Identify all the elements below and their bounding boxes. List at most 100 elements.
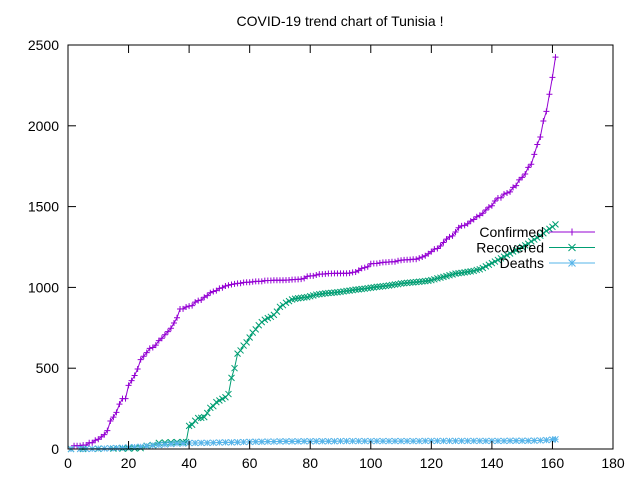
data-point-deaths <box>524 437 532 445</box>
data-point-confirmed <box>174 314 180 321</box>
legend-marker-confirmed <box>568 228 576 236</box>
data-point-confirmed <box>167 325 174 332</box>
data-point-deaths <box>234 438 241 446</box>
data-point-deaths <box>397 437 405 445</box>
data-point-deaths <box>137 443 145 451</box>
data-point-deaths <box>464 437 472 445</box>
data-point-recovered <box>188 421 196 429</box>
data-point-deaths <box>373 437 381 445</box>
data-point-deaths <box>119 444 126 452</box>
data-point-recovered <box>225 390 232 398</box>
data-point-confirmed <box>443 236 450 243</box>
data-point-confirmed <box>95 436 102 443</box>
data-point-confirmed <box>258 278 265 285</box>
data-point-confirmed <box>298 276 305 283</box>
data-point-recovered <box>209 402 217 410</box>
data-point-confirmed <box>361 264 368 271</box>
data-point-confirmed <box>446 233 453 240</box>
data-point-deaths <box>258 438 266 446</box>
legend-marker-deaths <box>568 259 576 267</box>
data-point-confirmed <box>431 246 438 253</box>
data-point-deaths <box>385 437 393 445</box>
data-point-confirmed <box>113 409 120 416</box>
data-point-recovered <box>252 326 260 333</box>
data-point-deaths <box>361 437 369 445</box>
data-point-deaths <box>518 437 526 445</box>
data-point-confirmed <box>516 176 523 183</box>
data-point-confirmed <box>373 260 380 267</box>
data-point-deaths <box>325 437 332 445</box>
data-point-confirmed <box>143 349 150 356</box>
legend-label-confirmed: Confirmed <box>479 224 544 240</box>
data-point-confirmed <box>189 302 196 309</box>
data-point-deaths <box>240 438 247 446</box>
plot-frame <box>67 44 614 450</box>
data-point-deaths <box>530 437 538 444</box>
data-point-deaths <box>349 437 356 445</box>
data-point-deaths <box>173 440 181 447</box>
y-tick-label: 1500 <box>28 199 59 215</box>
data-point-recovered <box>228 374 235 382</box>
data-point-confirmed <box>125 382 132 389</box>
data-point-confirmed <box>476 212 483 219</box>
data-point-deaths <box>113 444 120 452</box>
x-tick-label: 0 <box>64 455 72 471</box>
data-point-deaths <box>276 438 284 445</box>
data-point-deaths <box>143 442 151 450</box>
data-point-confirmed <box>164 328 171 335</box>
data-point-deaths <box>409 437 417 445</box>
data-point-deaths <box>155 441 163 449</box>
data-point-deaths <box>549 436 556 443</box>
data-point-confirmed <box>92 437 99 444</box>
data-point-confirmed <box>355 267 362 274</box>
data-point-recovered <box>246 334 254 341</box>
data-point-deaths <box>440 437 447 445</box>
data-point-deaths <box>318 437 326 445</box>
data-point-confirmed <box>364 263 371 270</box>
data-point-deaths <box>209 439 217 447</box>
data-point-deaths <box>161 441 169 448</box>
data-point-confirmed <box>501 191 507 198</box>
data-point-deaths <box>288 438 296 445</box>
data-point-deaths <box>203 439 211 447</box>
data-point-confirmed <box>449 232 456 239</box>
data-point-recovered <box>546 225 553 233</box>
series-confirmed <box>68 54 559 452</box>
y-tick-label: 2500 <box>28 37 59 53</box>
data-point-deaths <box>494 437 502 445</box>
data-point-confirmed <box>110 414 117 421</box>
x-tick-label: 120 <box>420 455 444 471</box>
data-point-confirmed <box>152 342 159 349</box>
data-point-confirmed <box>549 74 556 81</box>
data-point-deaths <box>355 437 363 445</box>
data-point-deaths <box>476 437 484 445</box>
data-point-confirmed <box>116 401 123 408</box>
data-point-confirmed <box>237 280 244 287</box>
data-point-deaths <box>282 438 290 445</box>
data-point-confirmed <box>222 282 229 289</box>
data-point-confirmed <box>352 269 359 276</box>
data-point-confirmed <box>482 206 489 213</box>
y-tick-label: 1000 <box>28 279 59 295</box>
data-point-deaths <box>312 437 320 445</box>
data-point-confirmed <box>479 210 486 217</box>
data-point-deaths <box>252 438 260 446</box>
data-point-deaths <box>488 437 496 445</box>
data-point-deaths <box>331 437 338 445</box>
data-point-confirmed <box>413 256 420 263</box>
legend-label-deaths: Deaths <box>500 255 544 271</box>
data-point-deaths <box>543 436 550 444</box>
data-point-confirmed <box>552 54 559 61</box>
x-tick-label: 180 <box>601 455 625 471</box>
data-point-confirmed <box>434 245 441 252</box>
data-point-deaths <box>379 437 387 445</box>
data-point-confirmed <box>507 188 514 195</box>
axis-ticks: 0 20 40 60 80 100 120 140 160 180 0 500 1000 1500 2000… <box>28 37 625 471</box>
data-point-deaths <box>343 437 350 445</box>
data-point-confirmed <box>455 224 462 231</box>
data-point-confirmed <box>128 377 135 384</box>
data-point-confirmed <box>504 190 511 197</box>
data-point-confirmed <box>497 194 504 201</box>
data-point-confirmed <box>207 289 214 296</box>
